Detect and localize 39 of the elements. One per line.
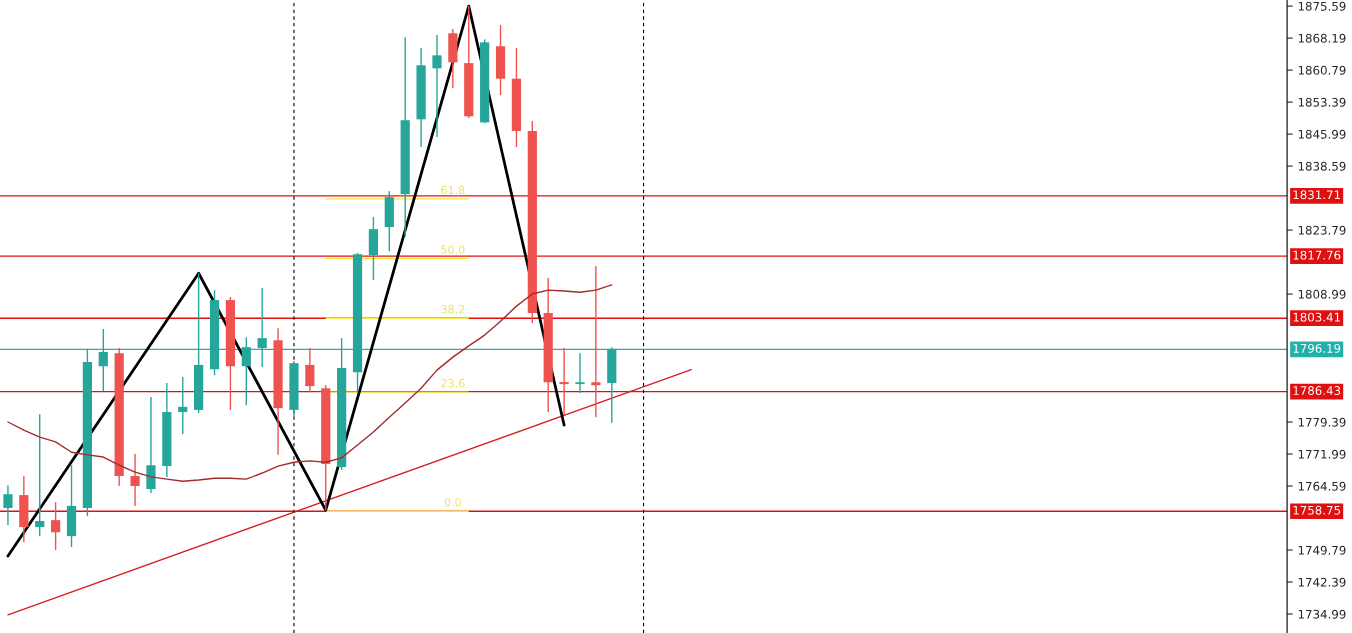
y-tick-label: 1779.39	[1298, 417, 1346, 427]
candlestick	[257, 287, 267, 368]
y-tick-label: 1734.99	[1298, 609, 1346, 619]
candlestick	[178, 376, 188, 435]
candlestick	[35, 413, 45, 537]
annotation: 38.2	[441, 305, 465, 314]
y-tick-label: 1860.79	[1298, 65, 1346, 75]
candlestick	[305, 347, 315, 393]
candlestick	[591, 265, 601, 418]
candlestick	[558, 347, 570, 416]
annotation: 61.8	[441, 185, 465, 195]
candlestick	[146, 396, 156, 494]
candlestick	[51, 501, 61, 551]
y-tick-label: 1868.19	[1298, 33, 1346, 43]
y-tick-label: 1845.99	[1298, 129, 1346, 139]
ref-line-label: 1786.43	[1293, 386, 1341, 396]
y-tick-label: 1764.59	[1298, 481, 1346, 491]
ref-line-label: 1831.71	[1293, 190, 1340, 200]
ref-line-label: 1758.75	[1293, 505, 1341, 515]
y-tick-label: 1808.99	[1298, 289, 1346, 299]
annotation: 23.6	[441, 379, 465, 388]
ref-line-label: 1817.76	[1293, 250, 1341, 260]
annotation: 50.0	[441, 245, 465, 254]
candlestick	[3, 484, 13, 526]
y-tick-label: 1749.79	[1298, 545, 1346, 555]
y-tick-label: 1838.59	[1298, 161, 1346, 171]
y-tick-label: 1875.59	[1298, 1, 1346, 11]
ref-line-label: 1796.19	[1293, 343, 1341, 353]
annotation: 0.0	[444, 498, 461, 507]
candlestick	[432, 34, 442, 138]
candlestick	[98, 328, 108, 392]
candlestick	[130, 453, 140, 507]
y-tick-label: 1823.79	[1298, 225, 1346, 235]
ref-line-label: 1803.41	[1293, 312, 1340, 322]
y-tick-label: 1853.39	[1298, 97, 1346, 107]
y-tick-label: 1771.99	[1298, 449, 1346, 459]
candlestick	[575, 352, 585, 394]
candlestick	[241, 336, 251, 406]
y-tick-label: 1742.39	[1298, 577, 1346, 587]
